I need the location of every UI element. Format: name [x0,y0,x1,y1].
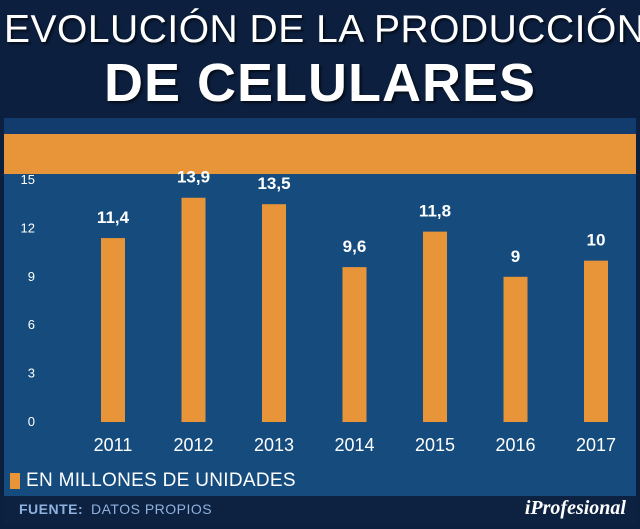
bar-2017 [584,260,608,422]
title-area: EVOLUCIÓN DE LA PRODUCCIÓN DE CELULARES [4,0,640,118]
source-value: DATOS PROPIOS [91,501,213,517]
y-tick-label: 9 [28,269,35,284]
legend-swatch [10,473,20,489]
y-tick-label: 12 [21,220,35,235]
y-tick-label: 6 [28,317,35,332]
bar-2011 [101,238,125,422]
x-tick-label: 2011 [94,435,133,455]
data-label: 13,5 [257,174,290,193]
source-label: FUENTE: [19,501,84,517]
x-tick-label: 2016 [495,435,535,455]
data-label: 9,6 [343,237,367,256]
data-label: 10 [587,231,606,250]
x-tick-label: 2015 [415,435,455,455]
bar-2015 [423,231,447,422]
brand-logo: iProfesional [524,497,626,519]
y-tick-label: 0 [28,414,35,429]
header-divider-band [4,118,636,134]
legend-label: EN MILLONES DE UNIDADES [26,470,296,491]
data-label: 11,4 [97,208,130,227]
y-tick-label: 3 [28,366,35,381]
x-tick-label: 2012 [173,435,213,455]
y-tick-label: 15 [21,172,35,187]
title-line-2: DE CELULARES [103,53,537,113]
data-label: 13,9 [177,168,210,187]
bar-2016 [503,276,528,422]
data-label: 11,8 [419,202,451,221]
bar-2014 [342,267,367,422]
footer: FUENTE: DATOS PROPIOS iProfesional [4,496,636,525]
x-tick-label: 2017 [576,435,616,455]
bar-2013 [262,204,286,422]
x-tick-label: 2014 [334,435,374,455]
x-tick-label: 2013 [254,435,294,455]
bar-chart: 0 3 6 9 12 15 11,4 2011 13,9 2012 13,5 2013 9,6 2014 1… [21,168,616,455]
orange-accent-band [4,134,636,174]
data-label: 9 [511,247,520,266]
legend: EN MILLONES DE UNIDADES [10,470,296,492]
bar-2012 [181,197,206,422]
title-line-1: EVOLUCIÓN DE LA PRODUCCIÓN [4,8,640,51]
